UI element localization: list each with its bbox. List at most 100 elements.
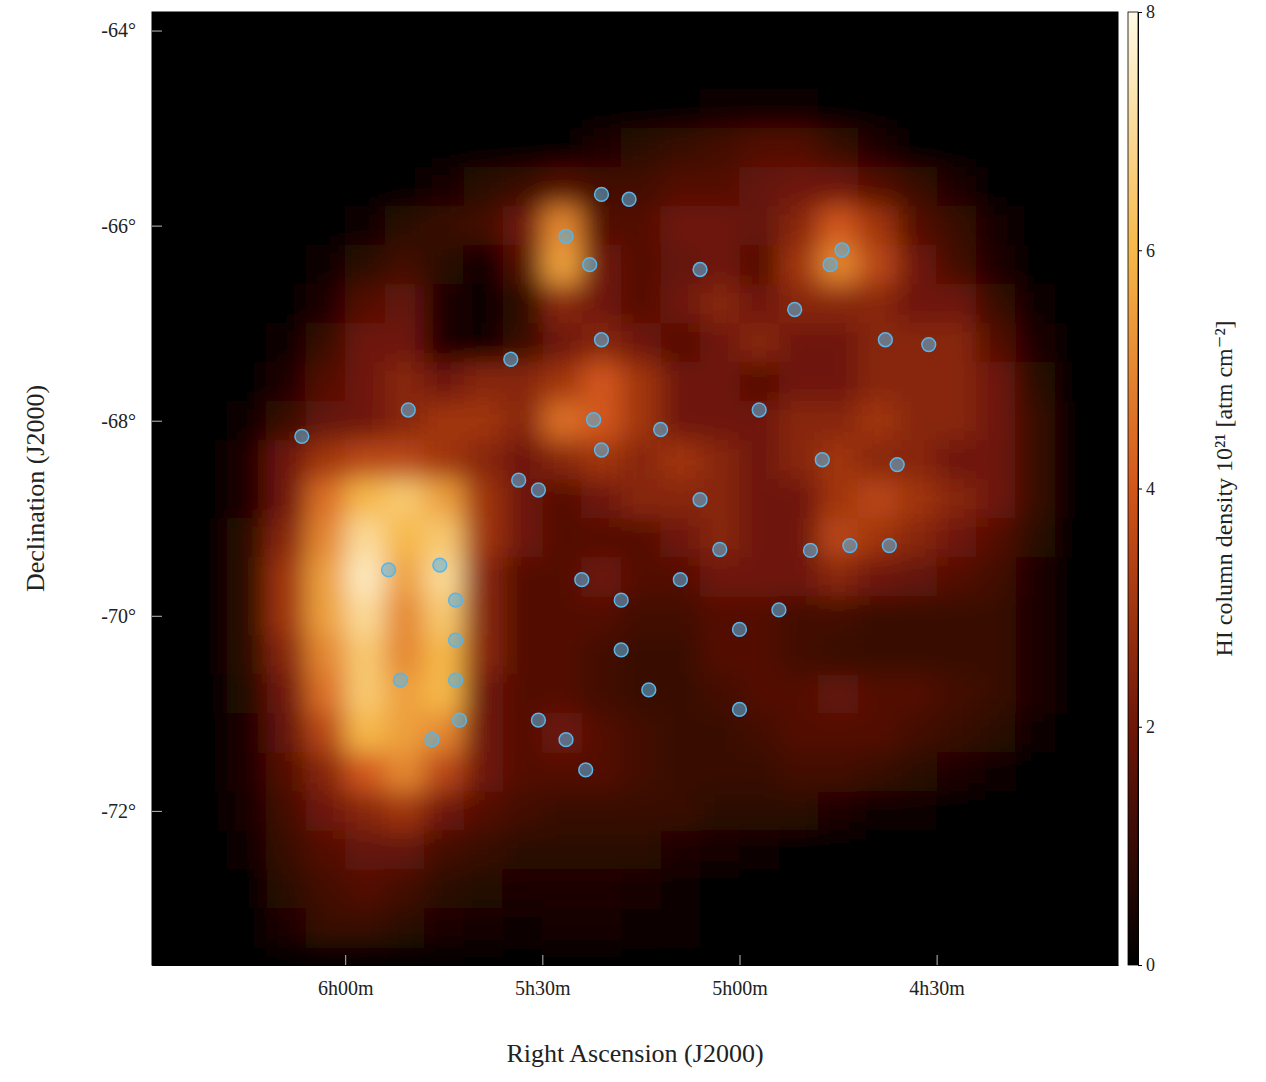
heatmap-cell xyxy=(542,284,582,324)
cloud-contour xyxy=(587,413,601,427)
heatmap-cell xyxy=(739,50,779,90)
heatmap-cell xyxy=(463,12,503,51)
heatmap-cell xyxy=(1055,908,1095,948)
heatmap-cell xyxy=(818,284,858,324)
heatmap-cell xyxy=(424,50,464,90)
heatmap-cell xyxy=(306,752,346,792)
heatmap-cell xyxy=(306,791,346,831)
heatmap-cell xyxy=(976,323,1016,363)
heatmap-cell xyxy=(187,167,227,207)
heatmap-cell xyxy=(621,557,661,597)
heatmap-cell xyxy=(463,830,503,870)
heatmap-cell xyxy=(937,128,977,168)
heatmap-cell xyxy=(542,167,582,207)
heatmap-cell xyxy=(1015,479,1055,519)
heatmap-cell xyxy=(779,479,819,519)
cloud-contour xyxy=(583,258,597,272)
heatmap-cell xyxy=(152,12,188,51)
heatmap-cell xyxy=(779,908,819,948)
heatmap-cell xyxy=(503,284,543,324)
heatmap-cell xyxy=(463,206,503,246)
heatmap-cell xyxy=(779,128,819,168)
heatmap-cell xyxy=(976,752,1016,792)
heatmap-cell xyxy=(818,791,858,831)
cloud-contour xyxy=(595,333,609,347)
heatmap-cell xyxy=(1055,596,1095,636)
colorbar-tick-mark xyxy=(1138,965,1142,966)
heatmap-cell xyxy=(976,518,1016,558)
heatmap-cell xyxy=(897,128,937,168)
plot-area xyxy=(152,12,1118,965)
heatmap-cell xyxy=(700,167,740,207)
heatmap-cell xyxy=(152,596,188,636)
heatmap-cell xyxy=(345,440,385,480)
heatmap-cell xyxy=(385,635,425,675)
heatmap-cell xyxy=(306,635,346,675)
heatmap-cell xyxy=(187,713,227,753)
heatmap-cell xyxy=(858,206,898,246)
heatmap-cell xyxy=(266,323,306,363)
heatmap-cell xyxy=(818,830,858,870)
heatmap-cell xyxy=(463,401,503,441)
heatmap-cell xyxy=(345,869,385,909)
heatmap-cell xyxy=(463,518,503,558)
heatmap-cell xyxy=(187,557,227,597)
heatmap-cell xyxy=(1015,869,1055,909)
heatmap-cell xyxy=(739,245,779,285)
heatmap-cell xyxy=(306,50,346,90)
y-tick-label: -64° xyxy=(101,19,136,41)
heatmap-cell xyxy=(700,713,740,753)
heatmap-cell xyxy=(976,362,1016,402)
heatmap-cell xyxy=(582,206,622,246)
heatmap-cell xyxy=(1015,284,1055,324)
heatmap-cell xyxy=(306,557,346,597)
heatmap-cell xyxy=(700,518,740,558)
heatmap-cell xyxy=(897,518,937,558)
heatmap-cell xyxy=(621,206,661,246)
heatmap-cell xyxy=(937,518,977,558)
heatmap-cell xyxy=(779,713,819,753)
heatmap-cell xyxy=(503,206,543,246)
heatmap-cell xyxy=(700,869,740,909)
heatmap-cell xyxy=(1055,635,1095,675)
heatmap-cell xyxy=(897,401,937,441)
heatmap-cell xyxy=(621,830,661,870)
heatmap-cell xyxy=(818,557,858,597)
cloud-contour xyxy=(614,593,628,607)
heatmap-cell xyxy=(661,128,701,168)
x-axis-line xyxy=(153,965,1119,966)
heatmap-cell xyxy=(661,323,701,363)
heatmap-cell xyxy=(1055,830,1095,870)
heatmap-cell xyxy=(661,440,701,480)
heatmap-cell xyxy=(503,596,543,636)
heatmap-cell xyxy=(1015,401,1055,441)
heatmap-cell xyxy=(187,440,227,480)
colorbar-tick-label: 0 xyxy=(1146,955,1155,975)
heatmap-cell xyxy=(700,50,740,90)
heatmap-cell xyxy=(779,440,819,480)
cloud-contour xyxy=(622,192,636,206)
heatmap-cell xyxy=(621,713,661,753)
heatmap-cell xyxy=(385,167,425,207)
heatmap-cell xyxy=(345,713,385,753)
heatmap-cell xyxy=(424,245,464,285)
heatmap-cell xyxy=(1015,830,1055,870)
heatmap-cell xyxy=(582,908,622,948)
heatmap-cell xyxy=(858,908,898,948)
heatmap-cell xyxy=(542,89,582,129)
heatmap-cell xyxy=(818,674,858,714)
heatmap-cell xyxy=(503,518,543,558)
heatmap-cell xyxy=(227,557,267,597)
heatmap-cell xyxy=(1055,674,1095,714)
heatmap-cell xyxy=(739,89,779,129)
heatmap-cell xyxy=(661,908,701,948)
heatmap-cell xyxy=(976,206,1016,246)
cloud-contour xyxy=(295,429,309,443)
heatmap-cell xyxy=(385,89,425,129)
heatmap-cell xyxy=(1055,869,1095,909)
heatmap-cell xyxy=(621,518,661,558)
heatmap-cell xyxy=(661,518,701,558)
heatmap-cell xyxy=(306,908,346,948)
heatmap-cell xyxy=(424,323,464,363)
heatmap-cell xyxy=(937,245,977,285)
